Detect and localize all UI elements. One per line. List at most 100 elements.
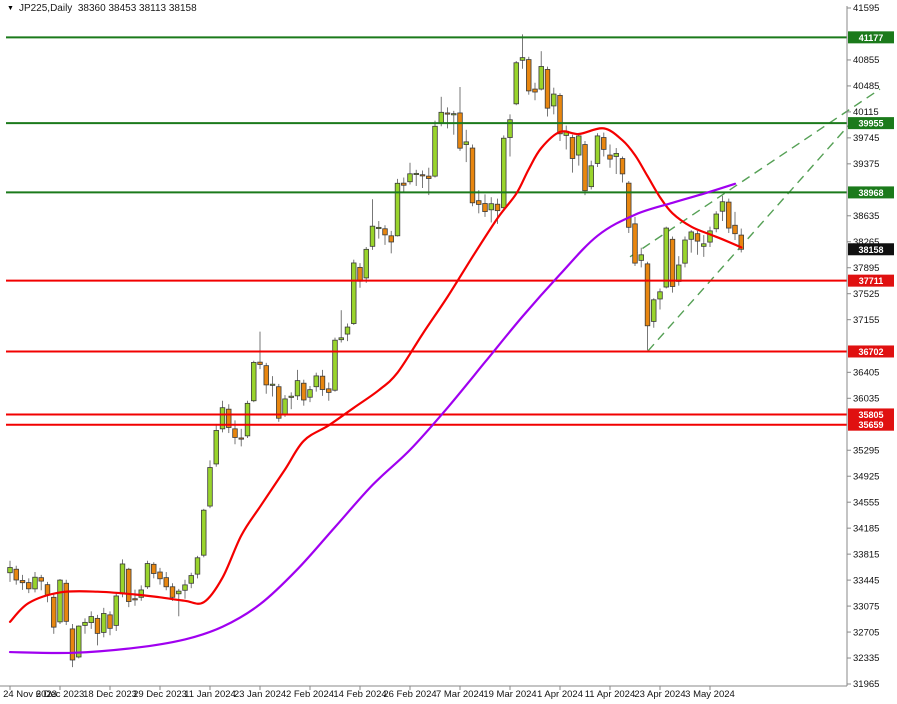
price-tick-label: 38635 <box>853 211 879 222</box>
chart-symbol-label: JP225,Daily <box>18 3 73 14</box>
date-tick-label: 24 Nov 2023 <box>3 689 57 700</box>
candlestick <box>244 402 251 437</box>
price-tick-label: 36035 <box>853 393 879 404</box>
candlestick <box>57 579 63 623</box>
candlestick <box>301 382 307 401</box>
candlestick <box>376 226 382 229</box>
candlestick <box>544 69 551 109</box>
price-tick-label: 33815 <box>853 549 879 560</box>
candlestick <box>319 375 326 390</box>
candlestick <box>357 266 363 282</box>
candlestick <box>119 563 126 595</box>
price-badge-label: 38968 <box>858 188 883 198</box>
candlestick <box>457 112 463 149</box>
candlestick <box>207 467 213 507</box>
candlestick <box>663 227 669 288</box>
price-badge-label: 39955 <box>858 119 883 129</box>
candlestick <box>576 135 582 156</box>
candlestick <box>444 112 451 115</box>
candlestick <box>526 59 532 92</box>
candlestick <box>582 144 588 192</box>
candlestick <box>657 291 663 300</box>
price-tick-label: 32705 <box>853 627 879 638</box>
candlestick <box>701 243 707 247</box>
candlestick <box>613 153 619 157</box>
candlestick <box>151 563 157 574</box>
candlestick <box>719 201 726 212</box>
candlestick <box>532 88 538 93</box>
price-badge-35805 <box>848 408 894 421</box>
candlestick <box>263 365 269 386</box>
candlestick <box>688 231 694 240</box>
fast-ma-red <box>8 127 743 623</box>
candlestick <box>19 580 26 584</box>
price-tick-label: 39745 <box>853 133 879 144</box>
date-tick-label: 23 Jan 2024 <box>234 689 286 700</box>
candlestick <box>188 575 194 584</box>
candlestick <box>32 576 38 590</box>
candlestick <box>213 430 219 465</box>
candlestick <box>451 113 457 116</box>
candlestick <box>182 584 188 591</box>
price-badge-label: 37711 <box>859 276 884 286</box>
price-tick-label: 32335 <box>853 653 879 664</box>
candlestick <box>607 154 613 160</box>
candlestick <box>557 94 563 135</box>
candlestick <box>201 509 207 556</box>
price-tick-label: 36405 <box>853 368 879 379</box>
price-badge-label: 35659 <box>858 420 883 430</box>
candlestick <box>288 395 294 398</box>
candlestick <box>7 567 13 574</box>
candlestick <box>707 230 713 243</box>
candlestick <box>294 380 301 397</box>
trendline-2[interactable] <box>647 116 857 352</box>
candlestick <box>588 165 594 188</box>
price-tick-label: 33075 <box>853 601 879 612</box>
candlestick <box>326 388 332 393</box>
candlestick <box>238 437 244 440</box>
candlestick <box>569 137 576 159</box>
candlestick <box>601 137 607 150</box>
candlestick <box>38 577 44 582</box>
chart-symbol-dropdown-icon[interactable]: ▼ <box>7 5 14 12</box>
chart-quote-ohlc: 38360 38453 38113 38158 <box>77 3 197 14</box>
candlestick <box>88 616 94 623</box>
date-tick-label: 3 May 2024 <box>685 689 735 700</box>
candlestick <box>713 213 719 230</box>
price-tick-label: 33445 <box>853 575 879 586</box>
candlestick <box>494 203 501 212</box>
candlestick <box>344 326 351 335</box>
price-badge-38968 <box>848 186 894 199</box>
candlestick <box>169 586 176 598</box>
candlestick <box>101 613 107 633</box>
candlestick <box>163 577 169 588</box>
candlestick <box>126 568 132 602</box>
price-badge-label: 36702 <box>858 347 883 357</box>
candlestick <box>382 228 388 236</box>
candlestick <box>469 147 476 204</box>
candlestick <box>513 62 519 105</box>
price-badge-38158 <box>848 243 894 256</box>
candlestick <box>276 386 282 419</box>
candlestick <box>626 182 632 228</box>
candlestick <box>482 203 488 212</box>
candlestick <box>194 557 201 575</box>
date-tick-label: 26 Feb 2024 <box>383 689 436 700</box>
date-tick-label: 11 Apr 2024 <box>585 689 636 700</box>
candlestick <box>726 201 732 229</box>
candlestick <box>144 563 151 588</box>
candlestick <box>638 254 644 261</box>
price-badge-label: 38158 <box>858 245 883 255</box>
candlestick <box>463 141 469 145</box>
date-tick-label: 7 Mar 2024 <box>436 689 484 700</box>
price-tick-label: 40855 <box>853 55 879 66</box>
candlestick <box>519 57 526 61</box>
candlestick <box>676 264 682 282</box>
candlestick <box>369 225 376 247</box>
candlestick <box>501 137 507 209</box>
price-tick-label: 37155 <box>853 315 879 326</box>
trendline-1[interactable] <box>629 88 881 258</box>
candlestick <box>113 595 119 626</box>
date-tick-label: 11 Jan 2024 <box>184 689 236 700</box>
